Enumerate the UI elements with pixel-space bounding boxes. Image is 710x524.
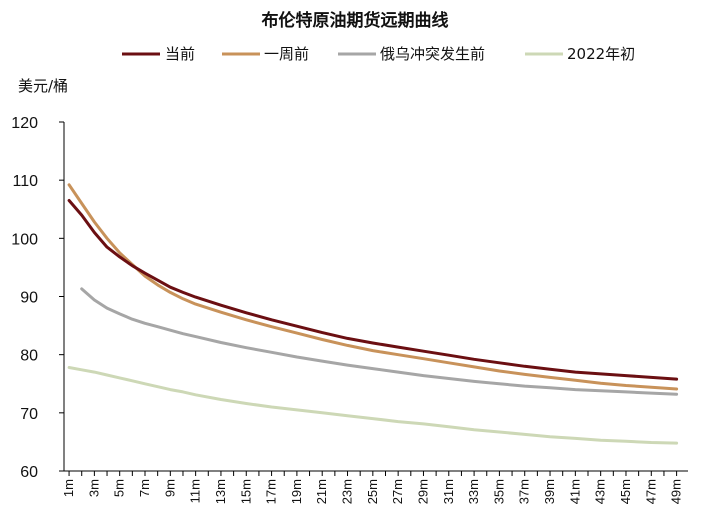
series-lines [67,183,679,445]
x-tick-label: 17m [264,479,279,504]
series-line-current [67,199,679,381]
x-tick-label: 11m [188,479,203,503]
series-line-early-2022 [67,366,679,445]
chart-title: 布伦特原油期货远期曲线 [262,10,449,31]
x-tick-label: 35m [491,479,506,504]
x-tick-label: 27m [390,479,405,504]
series-line-pre-war [80,287,679,396]
x-tick-label: 37m [517,479,532,504]
legend-label-pre-war: 俄乌冲突发生前 [380,45,485,63]
x-tick-label: 13m [213,479,228,504]
x-tick-label: 41m [567,479,582,504]
series-line-week-ago [67,183,679,391]
x-tick-label: 43m [593,479,608,504]
x-tick-label: 19m [289,479,304,504]
x-tick-label: 3m [86,479,101,497]
y-tick-label: 90 [20,290,38,307]
x-tick-label: 23m [340,479,355,504]
x-tick-label: 31m [441,479,456,504]
x-tick-label: 47m [643,479,658,504]
x-tick-label: 25m [365,479,380,504]
legend-label-current: 当前 [165,45,195,63]
y-tick-label: 110 [12,173,38,190]
legend-label-early-2022: 2022年初 [567,45,635,63]
x-tick-label: 9m [162,479,177,497]
x-tick-label: 7m [137,479,152,497]
x-tick-label: 5m [112,479,127,497]
y-axis-ticks: 60 70 80 90 100 110 120 [11,115,64,481]
x-tick-label: 33m [466,479,481,504]
y-tick-label: 60 [20,464,38,481]
x-tick-label: 21m [314,479,329,504]
y-axis-label: 美元/桶 [18,77,68,95]
x-tick-label: 45m [618,479,633,504]
x-tick-label: 1m [61,479,76,497]
y-tick-label: 100 [11,231,38,248]
x-tick-label: 29m [415,479,430,504]
legend: 当前 一周前 俄乌冲突发生前 2022年初 [122,45,635,63]
y-tick-label: 70 [20,406,38,423]
y-tick-label: 120 [11,115,38,132]
x-tick-label: 49m [669,479,684,504]
x-tick-label: 39m [542,479,557,504]
x-axis-ticks: 1m 3m 5m 7m 9m 11m 13m 15m 17m 19m 21m 23m 25m 27m 29m… [61,471,684,504]
x-tick-label: 15m [238,479,253,504]
legend-label-week-ago: 一周前 [264,45,309,63]
y-tick-label: 80 [20,348,38,365]
